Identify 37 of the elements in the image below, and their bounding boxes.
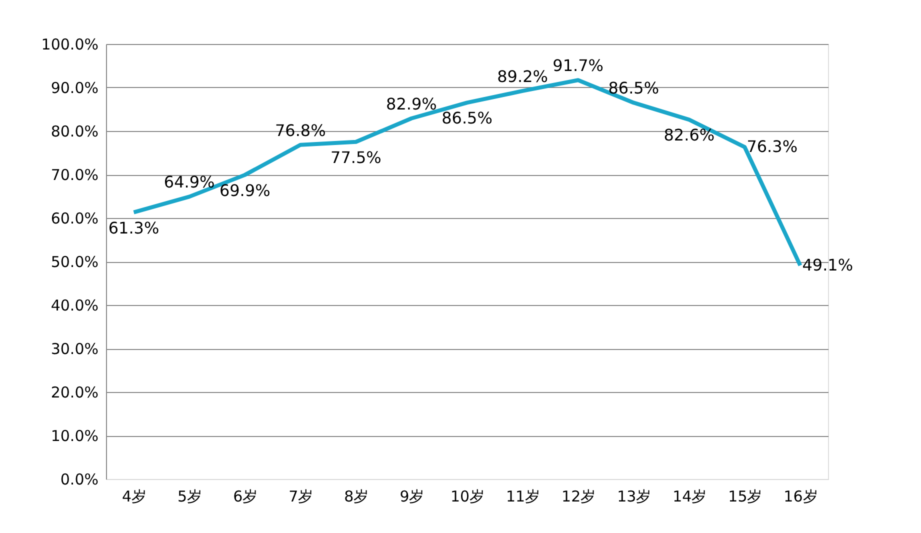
y-tick-label: 10.0% (50, 427, 98, 445)
x-tick-label: 12岁 (562, 488, 596, 506)
data-label: 69.9% (219, 180, 270, 200)
x-tick-label: 10岁 (450, 488, 485, 506)
y-tick-label: 90.0% (50, 79, 98, 97)
data-label: 86.5% (608, 78, 660, 98)
x-tick-label: 6岁 (233, 488, 258, 506)
data-label: 91.7% (552, 56, 604, 76)
x-tick-label: 16岁 (784, 488, 818, 506)
y-tick-label: 100.0% (41, 36, 98, 54)
x-tick-label: 14岁 (672, 488, 707, 506)
y-tick-label: 70.0% (50, 166, 98, 184)
x-tick-label: 8岁 (344, 488, 369, 506)
data-label: 61.3% (108, 218, 160, 238)
data-label: 77.5% (330, 148, 382, 167)
data-label: 49.1% (802, 255, 854, 274)
x-tick-label: 13岁 (617, 488, 652, 506)
data-label: 82.9% (386, 94, 437, 114)
y-tick-label: 80.0% (50, 122, 98, 140)
data-label: 82.6% (664, 126, 715, 145)
x-tick-label: 11岁 (506, 488, 540, 506)
data-label: 89.2% (497, 66, 548, 86)
y-tick-label: 20.0% (50, 384, 98, 402)
x-tick-label: 4岁 (122, 488, 147, 506)
y-tick-label: 40.0% (50, 296, 98, 314)
x-tick-label: 9岁 (400, 488, 424, 506)
y-tick-label: 60.0% (50, 210, 98, 228)
data-label: 76.3% (746, 137, 798, 156)
y-tick-label: 30.0% (50, 340, 98, 358)
data-label: 86.5% (442, 108, 492, 128)
data-label: 64.9% (164, 172, 215, 192)
y-tick-label: 0.0% (60, 470, 98, 488)
x-tick-label: 7岁 (288, 488, 314, 506)
x-tick-label: 15岁 (728, 488, 762, 506)
data-label: 76.8% (274, 120, 326, 140)
x-tick-label: 5岁 (178, 488, 202, 506)
y-tick-label: 50.0% (50, 253, 98, 271)
